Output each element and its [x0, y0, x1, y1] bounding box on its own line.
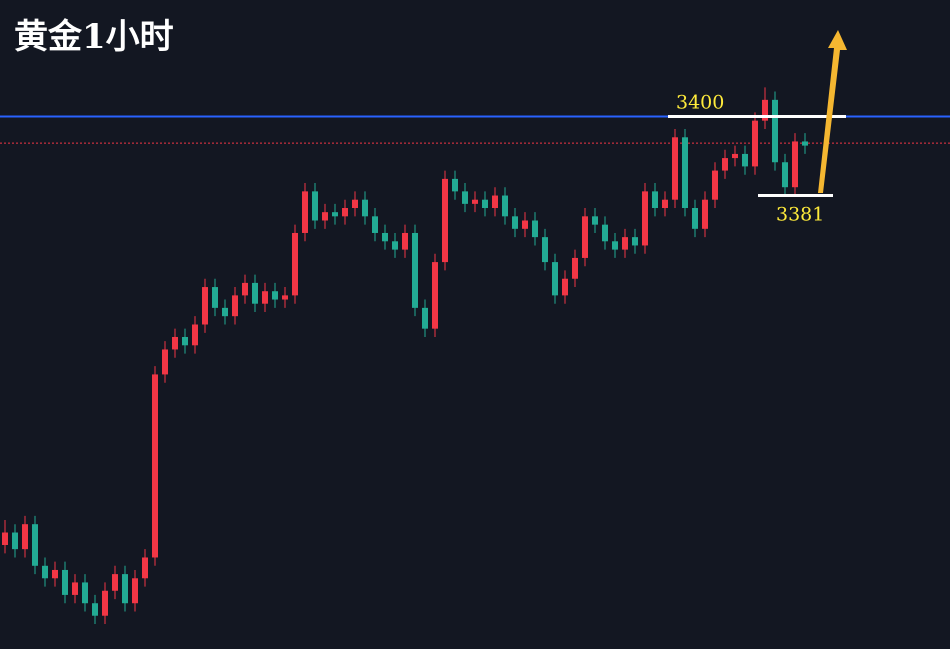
candle-body [402, 232, 408, 250]
candle-body [22, 524, 28, 550]
candle-body [472, 199, 478, 204]
candle-body [292, 232, 298, 296]
candle-body [32, 524, 38, 566]
candle-body [692, 208, 698, 229]
candle-body [512, 216, 518, 229]
candle-body [712, 170, 718, 200]
candle-body [172, 336, 178, 350]
candle-body [162, 349, 168, 375]
candle-body [412, 232, 418, 308]
candle-body [682, 137, 688, 209]
candle-body [612, 241, 618, 250]
candle-body [122, 574, 128, 604]
candle-body [542, 237, 548, 263]
candle-body [772, 99, 778, 163]
candle-body [152, 374, 158, 558]
candle-body [762, 99, 768, 121]
candle-body [752, 120, 758, 167]
candle-body [202, 287, 208, 325]
candle-body [582, 216, 588, 258]
candle-body [52, 569, 58, 579]
annotation-label: 3400 [676, 91, 724, 113]
candle-body [252, 282, 258, 304]
candle-body [382, 232, 388, 242]
candle-body [562, 278, 568, 296]
candle-body [372, 216, 378, 233]
candle-body [72, 582, 78, 595]
candle-body [322, 212, 328, 221]
candle-body [112, 574, 118, 591]
candle-body [492, 195, 498, 209]
candle-body [232, 295, 238, 317]
candle-body [572, 257, 578, 279]
candle-body [502, 195, 508, 217]
candle-body [302, 191, 308, 233]
candle-body [2, 532, 8, 545]
candle-body [592, 216, 598, 225]
candle-body [802, 141, 808, 146]
candle-body [312, 191, 318, 221]
candle-body [632, 237, 638, 246]
candle-body [42, 565, 48, 579]
candle-body [642, 191, 648, 246]
candle-body [622, 237, 628, 250]
candle-body [352, 199, 358, 209]
candle-body [422, 307, 428, 329]
annotations: 3400 3381 [668, 91, 846, 226]
candle-body [792, 141, 798, 188]
chart-title: 黄金1小时 [14, 17, 174, 57]
candle-body [12, 532, 18, 550]
candle-body [242, 282, 248, 296]
candle-body [102, 590, 108, 616]
candle-body [142, 557, 148, 579]
candle-body [652, 191, 658, 209]
candle-body [532, 220, 538, 238]
candle-body [82, 582, 88, 604]
candle-body [742, 153, 748, 167]
candle-body [212, 287, 218, 308]
candle-body [62, 569, 68, 595]
candle-body [362, 199, 368, 217]
candle-body [552, 262, 558, 296]
candle-body [462, 191, 468, 204]
candle-body [722, 158, 728, 171]
candle-body [432, 262, 438, 329]
candle-body [392, 241, 398, 250]
arrow [818, 30, 847, 193]
candle-body [702, 199, 708, 229]
candle-body [452, 178, 458, 192]
candle-body [442, 178, 448, 263]
candle-body [662, 199, 668, 209]
candle-body [182, 336, 188, 346]
candle-body [602, 224, 608, 242]
candle-body [92, 603, 98, 616]
candle-body [262, 291, 268, 304]
candle-body [132, 578, 138, 604]
candle-body [522, 220, 528, 229]
annotation-label: 3381 [776, 204, 824, 226]
candles [2, 87, 808, 625]
candle-body [192, 324, 198, 346]
candle-body [482, 199, 488, 209]
candle-body [332, 212, 338, 217]
candle-body [732, 153, 738, 159]
candle-body [782, 162, 788, 188]
candle-body [342, 208, 348, 217]
candle-body [282, 295, 288, 300]
candle-body [222, 307, 228, 317]
candle-body [672, 137, 678, 200]
candle-body [272, 291, 278, 300]
